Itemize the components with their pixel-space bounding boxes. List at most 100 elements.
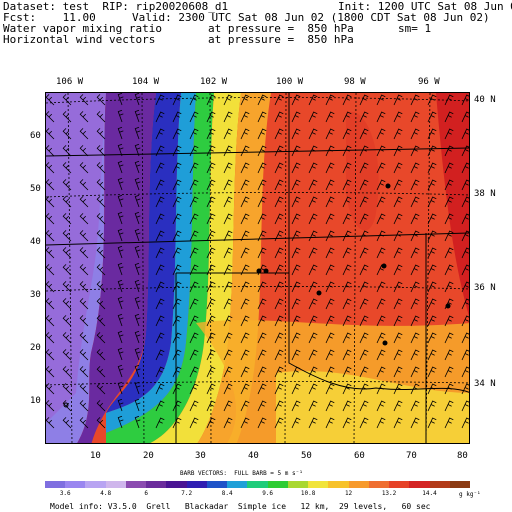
wind-barb [172,94,182,106]
wind-barb [46,230,55,242]
wind-barb [325,162,335,174]
wind-barb [342,366,352,378]
wind-barb [291,247,301,259]
wind-barb [274,349,284,361]
colorbar-swatch [85,481,107,488]
lon-label: 104 W [132,77,160,87]
wind-barb [376,349,386,361]
wind-barb [155,366,165,378]
wind-barb [240,196,250,208]
wind-barb [79,179,89,191]
wind-barb [427,111,437,123]
lon-label: 100 W [276,77,304,87]
wind-barb [79,145,89,157]
wind-barb [274,128,284,140]
wind-barb [461,349,469,361]
colorbar-label: 13.2 [381,490,397,497]
wind-barb [46,315,55,327]
wind-barb [155,315,165,327]
wind-barb [223,332,233,344]
wind-barb [189,145,199,157]
colorbar-label: 14.4 [422,490,437,497]
wind-barb [206,128,216,140]
wind-barb [376,213,386,225]
lon-label: 106 W [56,77,84,87]
wind-barb [96,298,106,310]
wind-barb [223,417,233,429]
wind-barb [206,111,216,123]
moisture-band-cyan [106,93,196,433]
wind-barb [393,349,403,361]
wind-barb [46,383,55,395]
wind-barb [155,281,165,293]
wind-barb [189,230,199,242]
wind-barb [257,366,267,378]
moisture-band-purple [46,93,106,423]
wind-barb [342,111,352,123]
wind-barb [62,281,72,293]
wind-barb [359,281,369,293]
colorbar-swatch [368,481,390,488]
wind-barb [410,196,420,208]
wind-barb [189,179,199,191]
wind-barb [155,94,165,106]
wind-barb [393,417,403,429]
wind-barb [444,94,454,106]
wind-barb [172,366,182,378]
wind-barb [359,213,369,225]
wind-barb [117,93,124,106]
wind-barb [291,400,301,412]
wind-barb [461,111,469,123]
wind-barb [342,230,352,242]
wind-barb [274,400,284,412]
colorbar-units: g kg⁻¹ [459,491,481,498]
wind-barb [376,383,386,395]
wind-barb [359,230,369,242]
wind-barb [240,128,250,140]
wind-barb [376,179,386,191]
wind-barb [257,230,267,242]
wind-barb [274,94,284,106]
wind-barb [96,332,106,344]
wind-barb [359,196,369,208]
wind-barb [427,298,437,310]
wind-barb [308,145,318,157]
wind-barb [46,145,55,157]
wind-barb [240,94,250,106]
wind-barb [274,383,284,395]
wind-barb [223,213,233,225]
wind-barb [134,415,141,429]
wind-barb [223,264,233,276]
wind-barb [223,162,233,174]
colorbar-swatch [206,481,228,488]
wind-barb [62,366,72,378]
wind-barb [308,162,318,174]
state-boundary [46,147,469,157]
wind-barb [189,196,199,208]
wind-barb [342,247,352,259]
wind-barb [117,398,124,412]
wind-barb [410,332,420,344]
wind-barb [308,417,318,429]
colorbar-swatch [328,481,350,488]
wind-barb [155,383,165,395]
wind-barb [240,332,250,344]
wind-barb [155,230,165,242]
wind-barb [461,281,469,293]
grid-x-label: 70 [406,451,417,461]
wind-barb [342,281,352,293]
wind-barb [393,264,403,276]
wind-barb [291,94,301,106]
wind-barb [96,264,106,276]
wind-barb [359,417,369,429]
wind-barb [155,247,165,259]
wind-barb [189,94,199,106]
wind-barb [410,94,420,106]
wind-barb [393,128,403,140]
wind-barb [79,298,89,310]
wind-barb [444,366,454,378]
wind-barb [240,247,250,259]
wind-barb [461,128,469,140]
wind-barb [155,145,165,157]
wind-barb [393,162,403,174]
